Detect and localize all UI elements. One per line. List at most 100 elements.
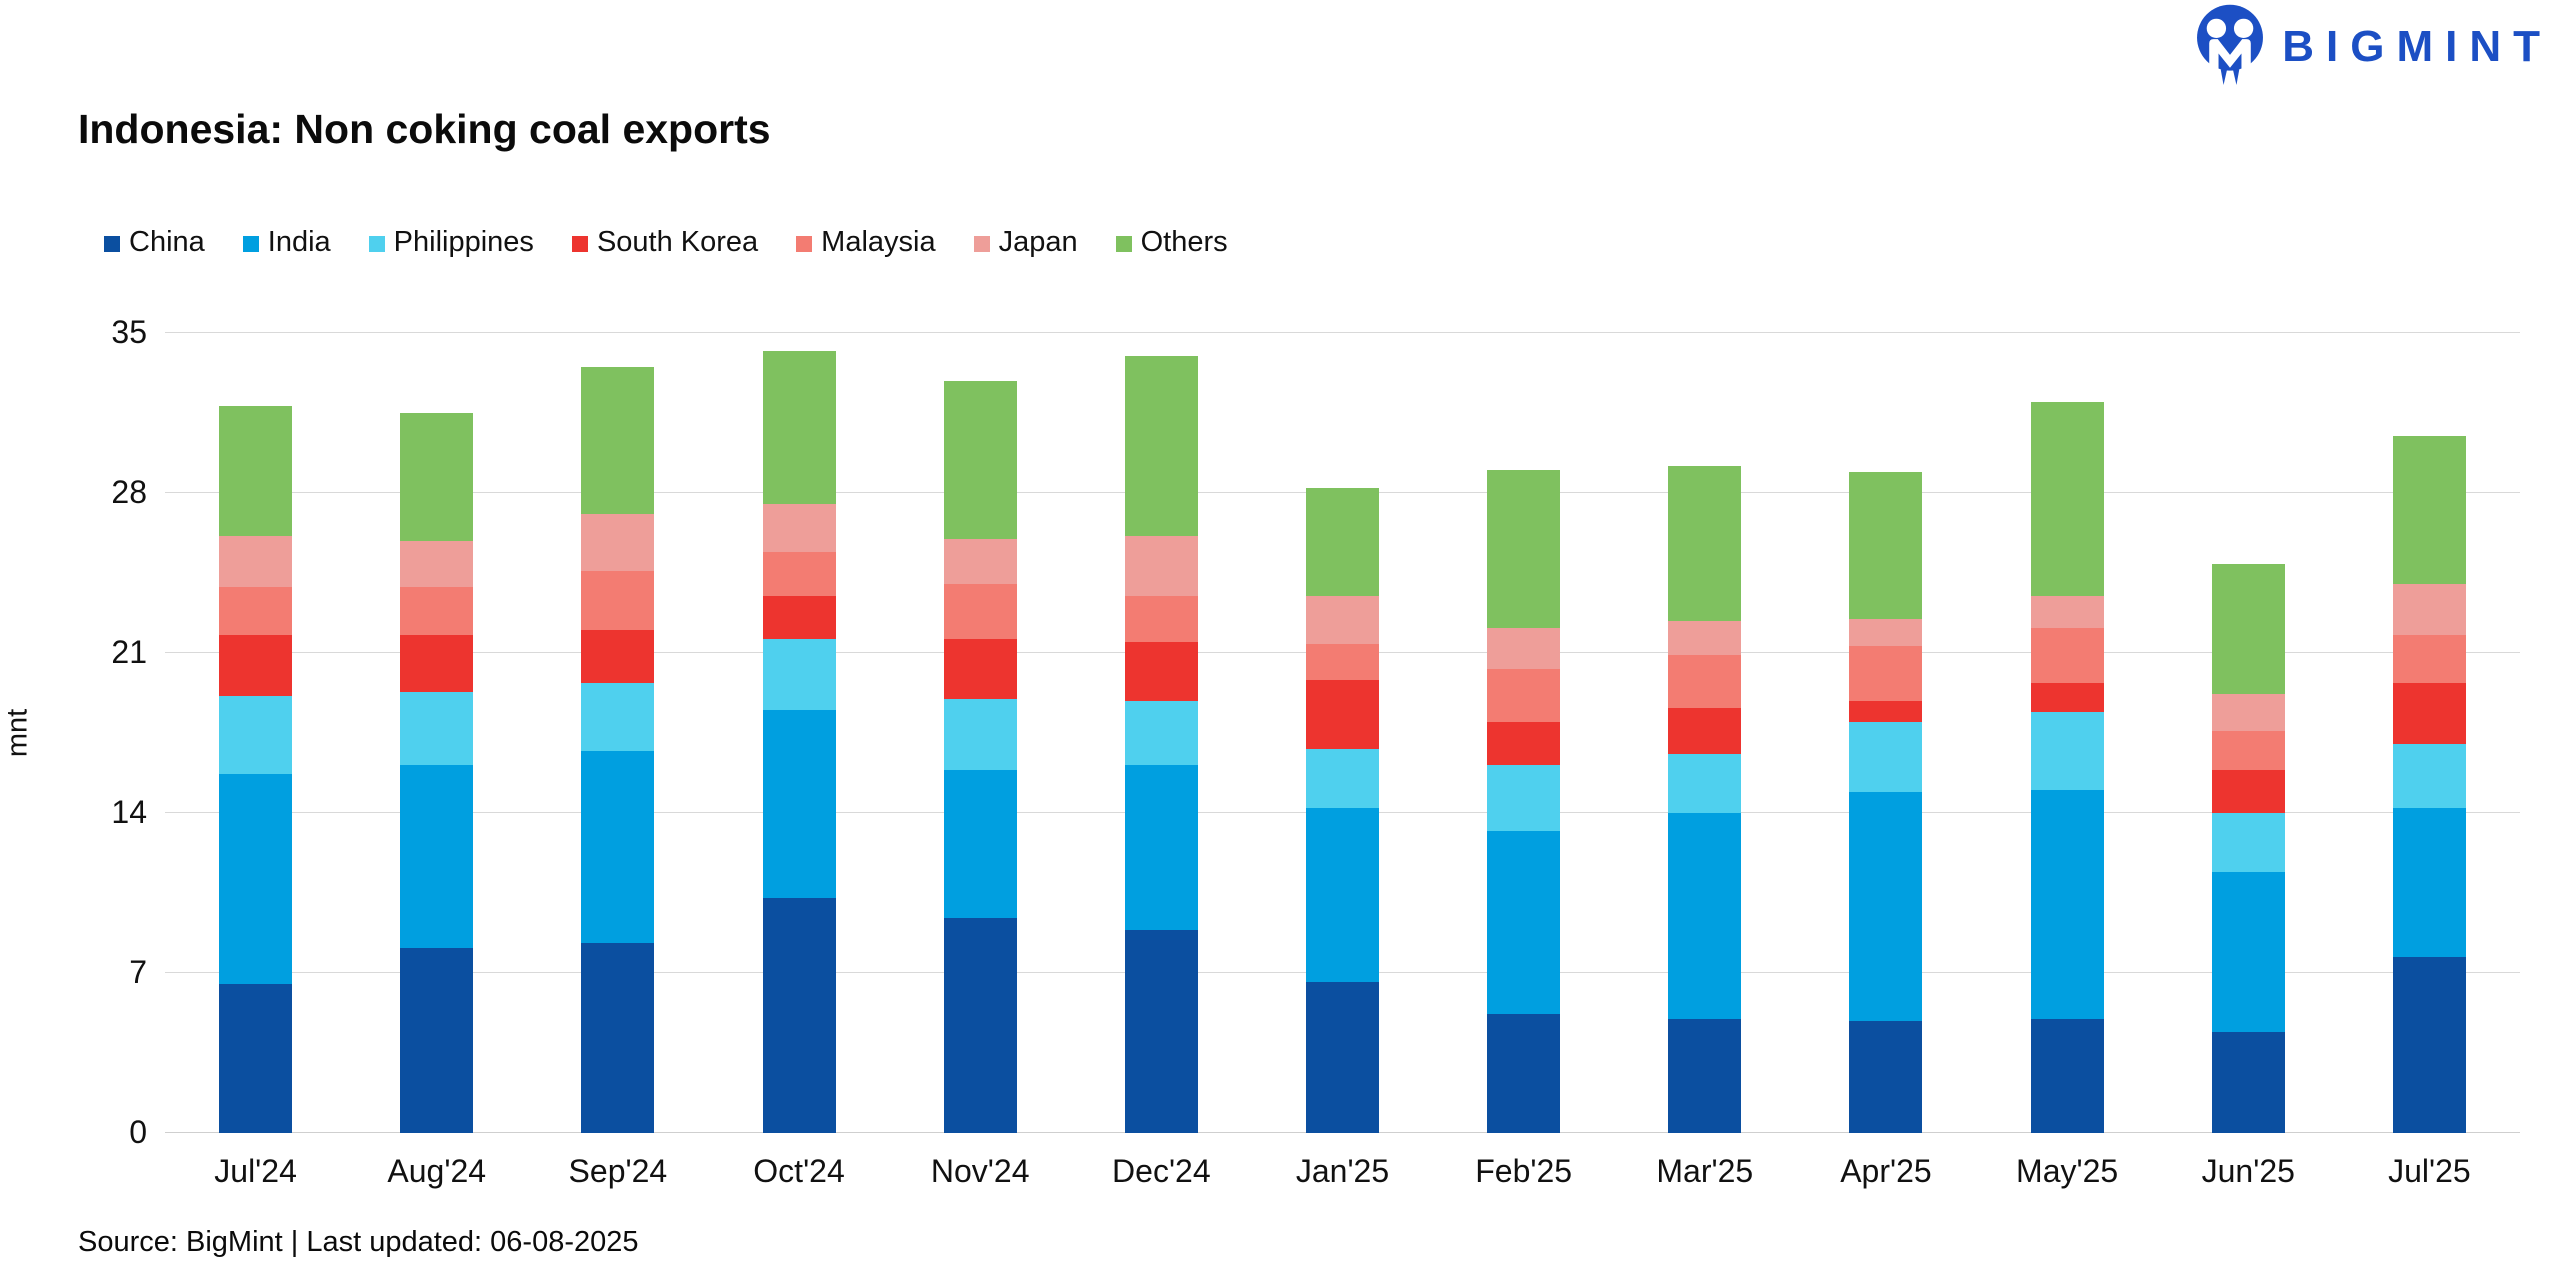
bar-segment-south-korea	[581, 630, 655, 683]
x-tick-label-Apr-25: Apr'25	[1840, 1153, 1932, 1189]
bar-segment-japan	[1668, 621, 1742, 656]
bigmint-logo-icon	[2197, 4, 2264, 85]
bar-segment-china	[219, 984, 293, 1133]
bar-segment-south-korea	[2392, 682, 2466, 745]
bar-segment-others	[581, 367, 655, 514]
bar-segment-others	[400, 413, 474, 542]
bar-segment-china	[762, 897, 836, 1133]
bar-segment-india	[1124, 765, 1198, 930]
bar-segment-india	[2211, 872, 2285, 1033]
bar-segment-malaysia	[581, 570, 655, 631]
bar-segment-malaysia	[2392, 634, 2466, 683]
legend-swatch-china	[104, 235, 120, 252]
legend-item-philippines: Philippines	[368, 226, 534, 259]
bar-segment-malaysia	[219, 586, 293, 635]
bar-segment-others	[762, 351, 836, 505]
legend-swatch-south-korea	[571, 235, 588, 252]
y-tick-label-14: 14	[111, 794, 147, 830]
bigmint-logo: BIGMINT	[2194, 4, 2552, 90]
bar-segment-india	[2030, 790, 2104, 1019]
bar-segment-india	[581, 751, 655, 944]
bar-segment-others	[1306, 488, 1379, 596]
bar-segment-philippines	[400, 691, 474, 766]
bar-segment-china	[1487, 1014, 1561, 1133]
legend-swatch-india	[242, 235, 259, 252]
bar-segment-china	[2392, 957, 2466, 1133]
bar-segment-china	[2211, 1032, 2285, 1133]
bar-segment-japan	[581, 513, 655, 571]
bar-segment-south-korea	[1306, 680, 1379, 750]
legend-label: India	[267, 226, 331, 258]
legend-item-japan: Japan	[973, 226, 1078, 259]
bar-segment-malaysia	[1487, 669, 1561, 722]
legend-label: Others	[1140, 226, 1228, 258]
legend-item-china: China	[104, 226, 205, 259]
bar-segment-south-korea	[2030, 682, 2104, 713]
legend: China India Philippines South Korea Malaysia…	[104, 226, 1228, 259]
gridline-35	[165, 332, 2520, 333]
bar-segment-japan	[1306, 595, 1379, 644]
bar-Jul-25	[2392, 435, 2466, 1133]
legend-swatch-japan	[973, 235, 990, 252]
x-tick-label-Aug-24: Aug'24	[387, 1153, 487, 1189]
bar-segment-japan	[219, 536, 293, 587]
bar-segment-south-korea	[2211, 769, 2285, 814]
bar-segment-malaysia	[400, 586, 474, 635]
bar-segment-philippines	[2211, 813, 2285, 873]
bar-Dec-24	[1124, 355, 1198, 1133]
bar-segment-malaysia	[1306, 643, 1379, 681]
bar-Mar-25	[1668, 465, 1742, 1133]
bar-segment-malaysia	[1124, 595, 1198, 642]
bar-segment-south-korea	[762, 595, 836, 640]
bar-segment-india	[943, 769, 1017, 919]
x-tick-label-Jul-24: Jul'24	[214, 1153, 297, 1189]
bar-segment-china	[1668, 1018, 1742, 1133]
bar-segment-japan	[2030, 595, 2104, 628]
bar-segment-japan	[1487, 627, 1561, 670]
bar-segment-others	[2392, 435, 2466, 585]
x-tick-label-Oct-24: Oct'24	[753, 1153, 845, 1189]
bar-segment-philippines	[2392, 744, 2466, 809]
legend-item-others: Others	[1115, 226, 1228, 259]
x-tick-label-Dec-24: Dec'24	[1112, 1153, 1211, 1189]
bar-Oct-24	[762, 351, 836, 1133]
bar-Feb-25	[1487, 470, 1561, 1133]
plot-area: 0 7 14 21 28 35 Jul'24 Aug'24 Sep'24 Oct'24 Nov'24…	[111, 314, 2520, 1189]
bar-segment-others	[2211, 563, 2285, 695]
bar-Sep-24	[581, 367, 655, 1133]
bar-segment-malaysia	[943, 584, 1017, 640]
y-tick-label-21: 21	[111, 634, 147, 670]
legend-label: Malaysia	[821, 226, 936, 258]
bar-Jul-24	[219, 406, 293, 1133]
bar-segment-others	[1124, 355, 1198, 537]
x-tick-label-Feb-25: Feb'25	[1475, 1153, 1573, 1189]
bar-Jun-25	[2211, 563, 2285, 1133]
bar-Jan-25	[1306, 488, 1379, 1133]
bar-Aug-24	[400, 413, 474, 1133]
bar-segment-japan	[1849, 618, 1923, 647]
bar-segment-malaysia	[762, 552, 836, 596]
legend-label: Philippines	[393, 226, 534, 258]
bar-segment-malaysia	[2030, 627, 2104, 683]
bar-segment-china	[2030, 1018, 2104, 1133]
bar-segment-india	[219, 774, 293, 985]
bar-segment-india	[1306, 808, 1379, 983]
y-tick-label-7: 7	[129, 954, 147, 990]
legend-item-india: India	[242, 226, 331, 259]
bar-segment-philippines	[581, 682, 655, 752]
bar-segment-south-korea	[400, 634, 474, 692]
x-tick-label-Jan-25: Jan'25	[1295, 1153, 1390, 1189]
bar-segment-china	[1849, 1021, 1923, 1133]
x-tick-label-Jun-25: Jun'25	[2201, 1153, 2295, 1189]
chart-title: Indonesia: Non coking coal exports	[78, 106, 771, 152]
legend-label: South Korea	[596, 226, 759, 258]
bar-segment-philippines	[1487, 765, 1561, 832]
bar-segment-others	[943, 381, 1017, 539]
legend-swatch-philippines	[368, 235, 385, 252]
bar-segment-japan	[1124, 536, 1198, 596]
x-tick-label-Nov-24: Nov'24	[930, 1153, 1030, 1189]
y-axis-title: mnt	[1, 708, 34, 758]
bar-segment-philippines	[1849, 721, 1923, 793]
bar-segment-japan	[762, 504, 836, 553]
bar-segment-malaysia	[1668, 655, 1742, 708]
